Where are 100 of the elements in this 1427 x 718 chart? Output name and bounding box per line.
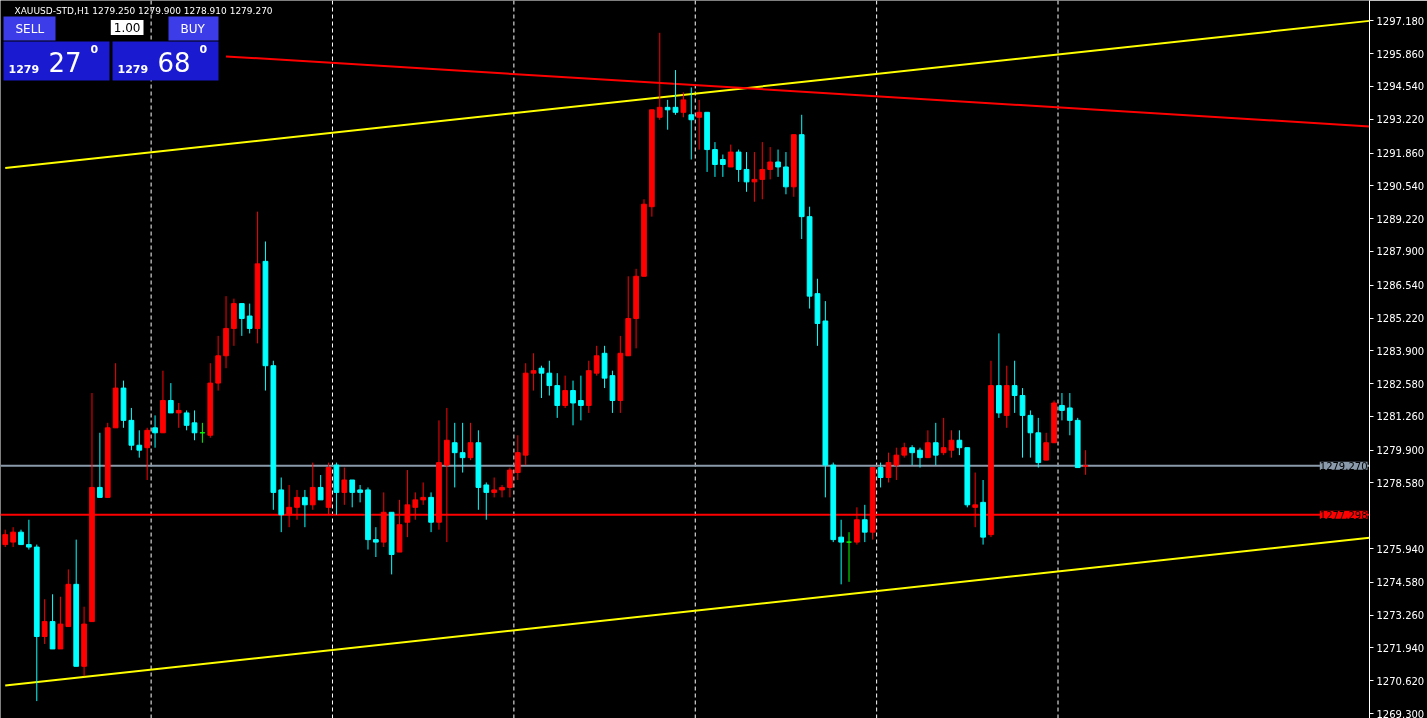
candlestick	[1043, 432, 1050, 461]
y-tick-label: 1295.860	[1376, 48, 1425, 60]
candlestick	[246, 303, 253, 334]
candlestick	[570, 380, 576, 426]
y-tick-label: 1290.540	[1376, 180, 1425, 192]
y-tick-label: 1281.260	[1376, 411, 1425, 423]
candlestick	[767, 146, 774, 180]
candlestick	[917, 447, 923, 469]
y-tick-label: 1271.940	[1376, 642, 1425, 654]
y-tick-label: 1291.860	[1376, 148, 1425, 160]
candlestick	[775, 149, 781, 178]
candlestick	[719, 154, 726, 178]
annotation: 1279	[8, 62, 40, 76]
candlestick	[467, 422, 474, 461]
candlestick	[136, 429, 143, 459]
annotation: 1279	[117, 62, 149, 76]
ref-line-label: 1279.270	[1319, 460, 1368, 472]
candlestick	[309, 462, 316, 511]
candlestick	[341, 467, 348, 506]
candlestick	[144, 427, 151, 481]
candlestick	[759, 141, 766, 200]
candlestick	[238, 303, 245, 337]
candlestick	[530, 352, 537, 392]
ref-line-label: 1277.298	[1319, 509, 1368, 521]
candlestick	[1066, 392, 1073, 436]
annotation: 0	[199, 42, 208, 56]
candlestick	[357, 484, 363, 503]
y-tick-label: 1289.220	[1376, 213, 1425, 225]
candlestick	[680, 91, 687, 118]
annotation: 0	[90, 42, 99, 56]
candlestick	[1019, 387, 1026, 459]
candlestick	[664, 99, 671, 131]
candlestick	[932, 422, 939, 466]
text: XAUUSD-STD,H1 1279.250 1279.900 1278.910 1279.270	[14, 5, 273, 16]
candlestick	[459, 422, 466, 474]
candlestick	[491, 477, 498, 498]
candlestick	[167, 382, 174, 414]
annotation: 68	[157, 47, 191, 78]
y-tick-label: 1269.300	[1376, 708, 1425, 718]
candlestick	[727, 144, 734, 168]
annotation: 1.00	[113, 21, 141, 35]
candlestick	[925, 429, 931, 459]
candlestick	[751, 151, 758, 203]
candlestick	[909, 444, 915, 466]
candlestick	[152, 414, 158, 449]
y-tick-label: 1270.620	[1376, 675, 1425, 687]
candlestick	[373, 526, 379, 558]
candlestick	[507, 467, 513, 498]
y-tick-label: 1278.580	[1376, 477, 1425, 489]
candlestick	[538, 365, 545, 399]
y-tick-label: 1282.580	[1376, 378, 1425, 390]
candlestick	[546, 360, 553, 397]
candlestick	[696, 99, 703, 151]
annotation: 27	[48, 47, 82, 78]
annotation: BUY	[180, 21, 206, 36]
y-tick-label: 1283.900	[1376, 345, 1425, 357]
candlestick	[97, 432, 103, 498]
candlestick	[10, 526, 16, 548]
candlestick	[420, 481, 427, 506]
candlestick	[893, 447, 900, 481]
candlestick	[26, 519, 32, 551]
candlestick	[956, 429, 963, 456]
y-tick-label: 1275.940	[1376, 543, 1425, 555]
y-tick-label: 1273.260	[1376, 610, 1425, 622]
candlestick	[578, 375, 584, 421]
y-tick-label: 1286.540	[1376, 280, 1425, 292]
y-tick-label: 1279.900	[1376, 445, 1425, 457]
candlestick	[593, 345, 600, 377]
candlestick	[514, 434, 521, 481]
candlestick	[940, 417, 947, 456]
candlestick	[948, 429, 955, 459]
y-tick-label: 1285.220	[1376, 313, 1425, 325]
candlestick	[499, 484, 505, 498]
candlestick	[1082, 449, 1089, 476]
candlestick	[562, 375, 568, 409]
candlestick	[861, 504, 868, 543]
candlestick	[1027, 409, 1034, 459]
candlestick	[1059, 392, 1065, 421]
y-tick-label: 1274.580	[1376, 577, 1425, 589]
candlestick	[783, 151, 789, 195]
annotation: SELL	[15, 21, 45, 36]
candlestick	[554, 372, 561, 419]
y-tick-label: 1293.220	[1376, 114, 1425, 126]
candlestick	[838, 519, 845, 585]
candlestick	[712, 141, 718, 178]
candlestick	[885, 452, 892, 483]
y-tick-label: 1294.540	[1376, 81, 1425, 93]
candlestick	[175, 402, 182, 429]
candlestick	[672, 69, 679, 116]
candlestick	[302, 489, 308, 528]
y-tick-label: 1297.180	[1376, 15, 1425, 27]
candlestick	[688, 86, 695, 160]
candlestick	[483, 481, 490, 521]
candlestick	[451, 422, 458, 488]
candlestick	[349, 479, 356, 508]
candlestick	[877, 462, 884, 488]
candlestick	[41, 598, 48, 645]
candlestick	[1011, 360, 1018, 414]
candlestick	[317, 474, 324, 501]
y-tick-label: 1287.900	[1376, 246, 1425, 258]
